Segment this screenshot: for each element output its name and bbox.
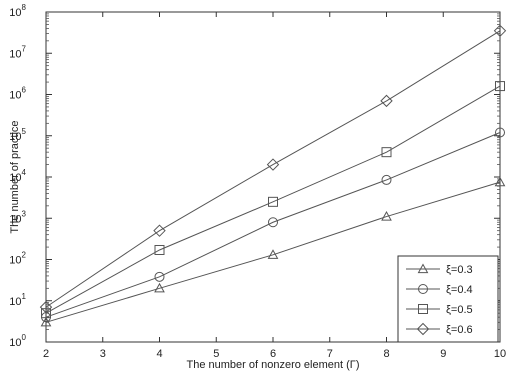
legend-label: ξ=0.6 bbox=[446, 324, 473, 336]
data-point-diamond bbox=[39, 300, 53, 314]
y-tick-exponent: 8 bbox=[22, 3, 27, 12]
x-tick-label: 3 bbox=[100, 348, 106, 360]
y-tick-base: 10 bbox=[9, 90, 21, 102]
y-tick-base: 10 bbox=[9, 172, 21, 184]
y-tick-exponent: 7 bbox=[22, 44, 27, 53]
legend-marker-triangle bbox=[417, 263, 429, 274]
legend: ξ=0.3 ξ=0.4 ξ=0.5 ξ=0.6 bbox=[397, 255, 499, 343]
y-tick-exponent: 5 bbox=[22, 127, 27, 136]
data-point-triangle bbox=[381, 211, 392, 221]
y-tick-label: 100 bbox=[9, 333, 26, 349]
data-point-diamond bbox=[380, 94, 393, 108]
series-line bbox=[45, 181, 501, 323]
y-tick-base: 10 bbox=[9, 337, 21, 349]
series-4 bbox=[39, 24, 507, 314]
y-tick-label: 108 bbox=[9, 3, 26, 19]
y-tick-base: 10 bbox=[9, 213, 21, 225]
x-tick-label: 5 bbox=[213, 348, 219, 360]
y-tick-exponent: 2 bbox=[22, 251, 27, 260]
data-point-square bbox=[381, 147, 392, 158]
y-tick-label: 106 bbox=[9, 86, 26, 102]
data-point-diamond bbox=[493, 24, 507, 38]
data-point-triangle bbox=[267, 249, 279, 259]
y-tick-exponent: 4 bbox=[22, 168, 27, 177]
x-tick-label: 8 bbox=[383, 348, 389, 360]
data-point-circle bbox=[495, 127, 505, 138]
data-point-triangle bbox=[494, 176, 506, 187]
y-tick-exponent: 3 bbox=[22, 209, 27, 218]
legend-item: ξ=0.4 bbox=[406, 284, 473, 296]
x-tick-label: 10 bbox=[494, 348, 506, 360]
series-3 bbox=[41, 81, 505, 319]
x-tick-label: 2 bbox=[43, 348, 49, 360]
legend-marker-diamond bbox=[416, 322, 430, 336]
y-tick-exponent: 6 bbox=[22, 86, 27, 95]
legend-marker-circle bbox=[418, 284, 428, 294]
y-tick-label: 101 bbox=[9, 292, 26, 308]
data-point-square bbox=[154, 244, 165, 255]
x-tick-label: 7 bbox=[327, 348, 333, 360]
series-line bbox=[45, 85, 501, 314]
legend-item: ξ=0.5 bbox=[406, 304, 473, 316]
x-tick-label: 4 bbox=[156, 348, 162, 360]
series-1 bbox=[40, 176, 506, 327]
y-tick-base: 10 bbox=[9, 131, 21, 143]
y-tick-exponent: 0 bbox=[22, 333, 27, 342]
x-tick-label: 6 bbox=[270, 348, 276, 360]
y-axis-label: The number of practice bbox=[9, 120, 21, 233]
y-tick-label: 102 bbox=[9, 251, 26, 267]
y-tick-exponent: 1 bbox=[22, 292, 27, 301]
data-point-square bbox=[268, 196, 278, 207]
legend-box bbox=[397, 255, 499, 343]
x-tick-label: 9 bbox=[440, 348, 446, 360]
y-tick-label: 103 bbox=[9, 209, 26, 225]
data-point-diamond bbox=[153, 224, 166, 237]
y-tick-base: 10 bbox=[9, 48, 21, 60]
data-point-square bbox=[41, 308, 51, 319]
y-tick-label: 107 bbox=[9, 44, 26, 60]
legend-item: ξ=0.3 bbox=[406, 263, 473, 276]
data-point-square bbox=[495, 81, 505, 92]
data-point-triangle bbox=[154, 282, 165, 293]
legend-label: ξ=0.5 bbox=[446, 304, 473, 316]
data-point-diamond bbox=[266, 158, 280, 171]
y-tick-base: 10 bbox=[9, 255, 21, 267]
legend-item: ξ=0.6 bbox=[406, 322, 473, 336]
y-tick-label: 105 bbox=[9, 127, 26, 143]
series-line bbox=[45, 30, 501, 308]
y-tick-label: 104 bbox=[9, 168, 26, 184]
y-tick-base: 10 bbox=[9, 296, 21, 308]
legend-label: ξ=0.4 bbox=[446, 284, 473, 296]
legend-marker-square bbox=[418, 304, 428, 314]
data-point-circle bbox=[154, 271, 165, 282]
series-line bbox=[45, 132, 501, 318]
data-point-triangle bbox=[40, 316, 52, 327]
x-axis-label: The number of nonzero element (Γ) bbox=[187, 359, 360, 371]
legend-label: ξ=0.3 bbox=[446, 264, 473, 276]
data-point-circle bbox=[268, 217, 278, 228]
y-tick-base: 10 bbox=[9, 7, 21, 19]
data-point-circle bbox=[381, 174, 392, 185]
